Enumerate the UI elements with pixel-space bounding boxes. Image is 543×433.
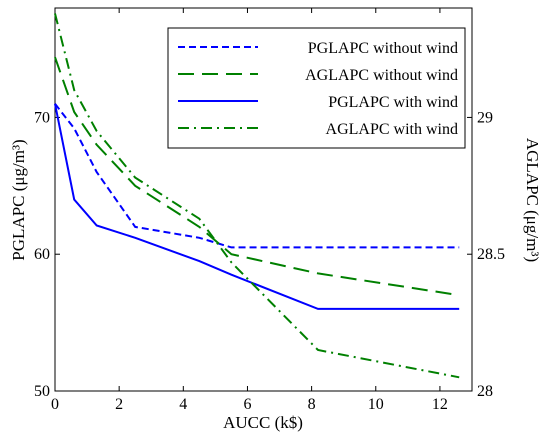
x-tick-label: 2 [115,396,123,413]
x-axis-label: AUCC (k$) [223,413,303,432]
series-line-pglapc-without-wind [54,103,460,249]
series-line-aglapc-without-wind [54,56,460,297]
right-y-axis-label: AGLAPC (μg/m³) [523,138,542,262]
legend-label: AGLAPC without wind [305,67,458,84]
series-line-pglapc-with-wind [54,103,460,310]
legend-label: AGLAPC with wind [326,121,458,138]
legend-label: PGLAPC with wind [328,94,458,111]
series-line-aglapc-with-wind [54,13,460,379]
x-tick-label: 8 [308,396,316,413]
left-y-tick-label: 60 [34,246,50,263]
x-tick-label: 10 [368,396,384,413]
right-y-tick-label: 29 [477,109,493,126]
legend-label: PGLAPC without wind [308,40,458,57]
x-tick-label: 6 [243,396,251,413]
x-tick-label: 12 [432,396,448,413]
x-tick-label: 4 [179,396,187,413]
x-tick-label: 0 [51,396,59,413]
right-y-axis-ticks: 28 28.5 29 [467,109,505,400]
right-y-tick-label: 28.5 [477,246,505,263]
series-lines [54,13,460,379]
left-y-axis-ticks: 50 60 70 [34,109,60,400]
left-y-axis-label: PGLAPC (μg/m³) [9,139,28,260]
plot-frame [54,7,473,392]
x-axis-ticks: 0 2 4 6 8 10 12 [51,8,448,413]
right-y-tick-label: 28 [477,383,493,400]
left-y-tick-label: 50 [34,383,50,400]
left-y-tick-label: 70 [34,109,50,126]
legend: PGLAPC without wind AGLAPC without wind PG… [167,27,466,149]
